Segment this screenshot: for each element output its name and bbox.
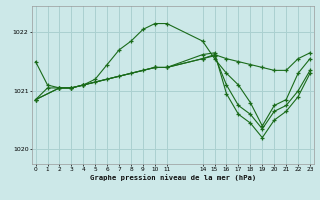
X-axis label: Graphe pression niveau de la mer (hPa): Graphe pression niveau de la mer (hPa)	[90, 175, 256, 181]
